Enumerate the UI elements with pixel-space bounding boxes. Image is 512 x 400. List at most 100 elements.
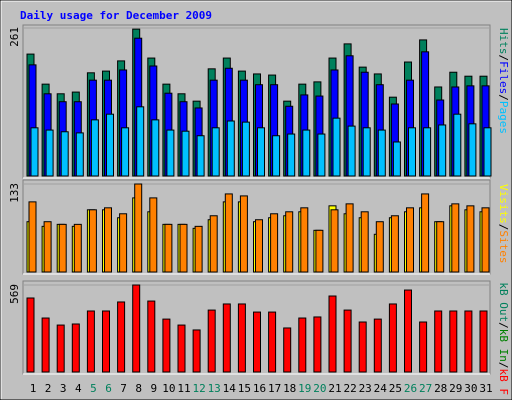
bar — [451, 203, 460, 273]
bar — [241, 121, 250, 177]
x-tick-label: 10 — [162, 382, 175, 395]
bar — [121, 127, 130, 177]
bar — [26, 297, 35, 373]
legend-entry: Sites — [497, 230, 510, 263]
legend-entry: Visits — [497, 184, 510, 224]
bar — [423, 127, 432, 177]
bar — [194, 225, 203, 273]
legend-entry: kB F — [497, 369, 510, 396]
x-tick-label: 29 — [449, 382, 462, 395]
x-tick-label: 7 — [120, 382, 127, 395]
x-tick-label: 31 — [479, 382, 492, 395]
bar — [56, 324, 65, 373]
bar — [332, 117, 341, 177]
x-tick-label: 4 — [75, 382, 82, 395]
x-tick-label: 19 — [298, 382, 311, 395]
bar — [375, 221, 384, 273]
x-tick-label: 13 — [208, 382, 221, 395]
bar — [317, 133, 326, 177]
legend-separator: / — [497, 55, 510, 62]
bar — [270, 213, 279, 273]
bar — [302, 129, 311, 177]
bar — [436, 221, 445, 273]
bar — [464, 310, 473, 373]
bar — [453, 113, 462, 177]
x-tick-label: 27 — [419, 382, 432, 395]
x-tick-label: 5 — [90, 382, 97, 395]
bar — [179, 223, 188, 273]
bar — [392, 141, 401, 177]
x-tick-label: 18 — [283, 382, 296, 395]
bar — [224, 193, 233, 273]
bar — [106, 113, 114, 177]
x-tick-label: 25 — [389, 382, 402, 395]
x-tick-label: 11 — [177, 382, 190, 395]
legend-separator: / — [497, 94, 510, 101]
bar — [149, 197, 158, 273]
bar — [166, 129, 175, 177]
x-tick-label: 30 — [464, 382, 477, 395]
x-tick-label: 9 — [150, 382, 157, 395]
bar — [287, 133, 296, 177]
x-tick-label: 3 — [60, 382, 67, 395]
bar — [373, 318, 382, 373]
x-tick-label: 24 — [374, 382, 388, 395]
bar — [134, 183, 143, 273]
y-tick-label: 569 — [8, 284, 21, 304]
bar — [86, 310, 95, 373]
legend-entry: Pages — [497, 101, 510, 134]
bar — [60, 131, 69, 177]
x-tick-label: 2 — [45, 382, 52, 395]
bar — [104, 207, 112, 273]
x-tick-label: 26 — [404, 382, 417, 395]
x-tick-label: 20 — [313, 382, 326, 395]
x-tick-label: 16 — [253, 382, 266, 395]
y-tick-label: 133 — [8, 183, 21, 203]
bar — [192, 329, 201, 373]
bar — [28, 201, 37, 273]
bar — [406, 207, 414, 273]
bar — [390, 215, 399, 273]
bar — [102, 310, 110, 373]
x-tick-label: 17 — [268, 382, 281, 395]
bar — [257, 127, 265, 177]
bar — [43, 221, 52, 273]
x-tick-label: 14 — [223, 382, 237, 395]
bar — [196, 135, 205, 177]
bar — [88, 209, 97, 273]
x-tick-label: 8 — [135, 382, 142, 395]
bar — [253, 311, 261, 373]
bar — [71, 323, 80, 373]
bar — [343, 309, 352, 373]
bar — [209, 215, 218, 273]
bar — [132, 284, 141, 373]
bar — [466, 205, 475, 273]
legend-separator: / — [497, 224, 510, 231]
bar — [434, 310, 443, 373]
bar — [45, 129, 54, 177]
chart-title: Daily usage for December 2009 — [20, 9, 212, 22]
bar — [211, 127, 220, 177]
bar — [239, 195, 248, 273]
legend-entry: Files — [497, 61, 510, 94]
bar — [408, 127, 416, 177]
legend: Visits/Sites — [497, 184, 510, 264]
bar — [119, 213, 128, 273]
bar — [222, 303, 231, 373]
bar — [30, 127, 39, 177]
bar — [438, 124, 447, 177]
bar — [75, 132, 84, 177]
x-tick-label: 21 — [328, 382, 341, 395]
bar — [330, 209, 339, 273]
legend-separator: / — [497, 322, 510, 329]
bar — [421, 193, 430, 273]
bar — [345, 203, 354, 273]
bar — [468, 123, 477, 177]
bar — [226, 120, 235, 177]
bar — [237, 303, 246, 373]
x-tick-label: 22 — [343, 382, 356, 395]
bar — [300, 207, 309, 273]
